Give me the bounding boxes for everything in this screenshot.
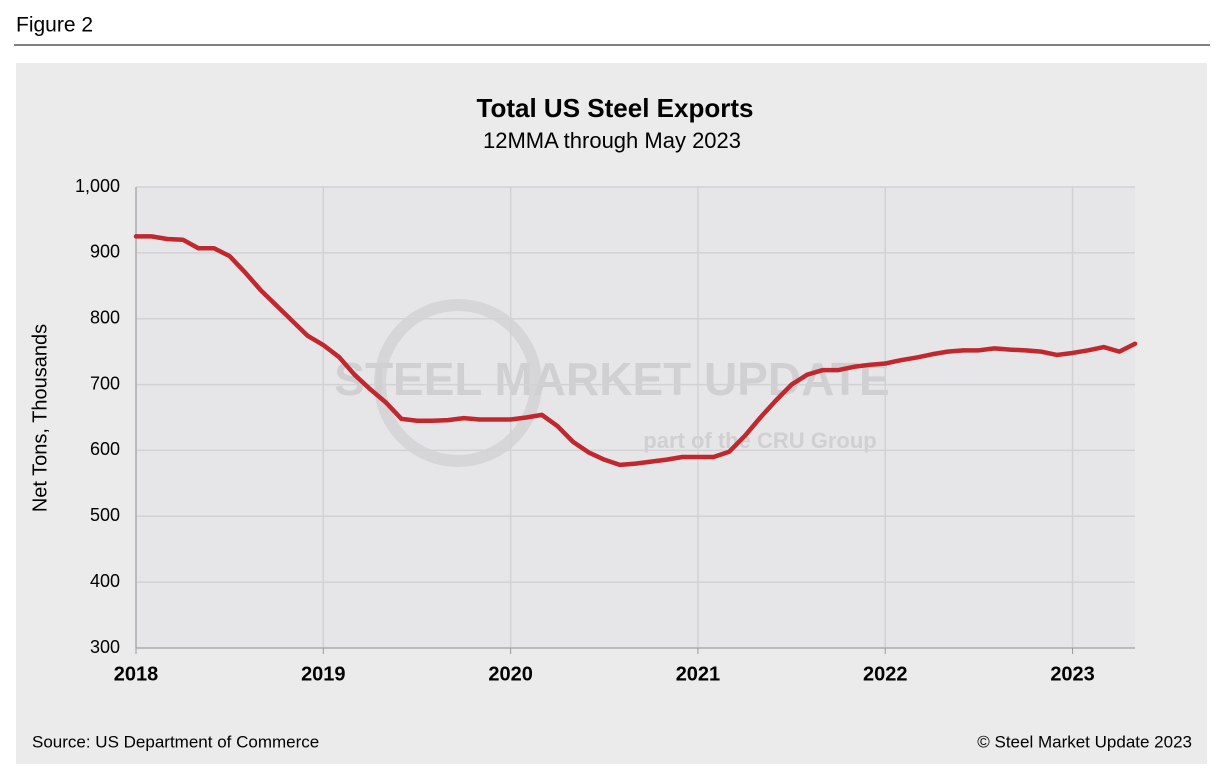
x-tick-label: 2021	[676, 663, 721, 685]
x-tick-label: 2022	[863, 663, 908, 685]
watermark: part of the CRU Group	[643, 428, 876, 453]
x-tick-label: 2018	[114, 663, 159, 685]
watermark: STEEL MARKET UPDATE	[334, 353, 889, 405]
source: Source: US Department of Commerce	[32, 732, 319, 751]
y-tick-label: 1,000	[75, 176, 120, 196]
figure-label: Figure 2	[16, 14, 93, 37]
y-tick-label: 900	[90, 242, 120, 262]
y-tick-label: 300	[90, 637, 120, 657]
x-tick-label: 2019	[301, 663, 346, 685]
y-tick-label: 600	[90, 439, 120, 459]
y-tick-label: 800	[90, 307, 120, 327]
y-tick-label: 700	[90, 373, 120, 393]
chart-subtitle: 12MMA through May 2023	[483, 128, 741, 153]
plot-area	[136, 187, 1135, 648]
watermark-logo	[374, 299, 542, 467]
y-tick-label: 500	[90, 505, 120, 525]
chart-title: Total US Steel Exports	[477, 93, 754, 123]
credit: © Steel Market Update 2023	[977, 732, 1192, 751]
x-tick-label: 2020	[488, 663, 533, 685]
y-tick-label: 400	[90, 571, 120, 591]
y-axis-label: Net Tons, Thousands	[29, 324, 51, 512]
data-line	[133, 234, 1138, 468]
x-tick-label: 2023	[1050, 663, 1095, 685]
